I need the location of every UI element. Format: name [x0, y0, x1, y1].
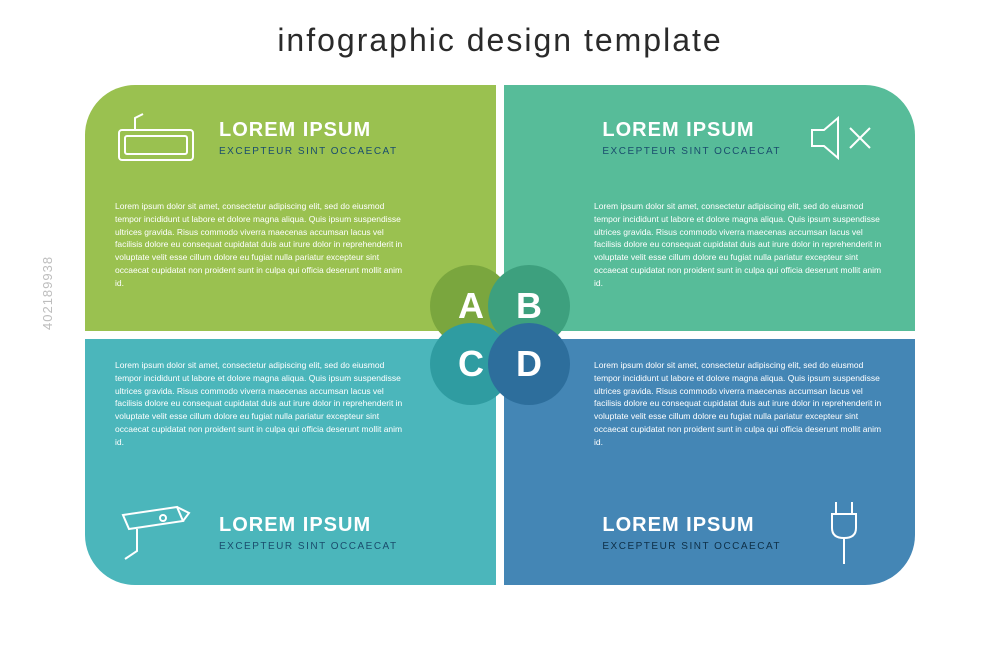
panel-a-header: LOREM IPSUM EXCEPTEUR SINT OCCAECAT — [85, 85, 496, 190]
panel-c-heading: LOREM IPSUM — [219, 514, 398, 537]
panel-c-header: LOREM IPSUM EXCEPTEUR SINT OCCAECAT — [85, 480, 496, 585]
panel-c-body: Lorem ipsum dolor sit amet, consectetur … — [115, 359, 406, 448]
panel-d-badge: D — [488, 323, 570, 405]
panel-b-body: Lorem ipsum dolor sit amet, consectetur … — [594, 200, 885, 289]
panel-d-text: LOREM IPSUM EXCEPTEUR SINT OCCAECAT — [602, 514, 781, 552]
panel-c-subheading: EXCEPTEUR SINT OCCAECAT — [219, 541, 398, 552]
panel-c-text: LOREM IPSUM EXCEPTEUR SINT OCCAECAT — [219, 514, 398, 552]
panel-a-text: LOREM IPSUM EXCEPTEUR SINT OCCAECAT — [219, 119, 398, 157]
cctv-icon — [115, 498, 197, 568]
panel-c: Lorem ipsum dolor sit amet, consectetur … — [85, 339, 496, 585]
panel-d: Lorem ipsum dolor sit amet, consectetur … — [504, 339, 915, 585]
panel-b: LOREM IPSUM EXCEPTEUR SINT OCCAECAT Lore… — [504, 85, 915, 331]
panel-a: LOREM IPSUM EXCEPTEUR SINT OCCAECAT Lore… — [85, 85, 496, 331]
panel-d-subheading: EXCEPTEUR SINT OCCAECAT — [602, 541, 781, 552]
keyboard-icon — [115, 103, 197, 173]
panel-d-heading: LOREM IPSUM — [602, 514, 781, 537]
panel-d-body: Lorem ipsum dolor sit amet, consectetur … — [594, 359, 885, 448]
panel-d-header: LOREM IPSUM EXCEPTEUR SINT OCCAECAT — [504, 480, 915, 585]
mute-icon — [803, 103, 885, 173]
infographic-grid: LOREM IPSUM EXCEPTEUR SINT OCCAECAT Lore… — [85, 85, 915, 585]
panel-b-header: LOREM IPSUM EXCEPTEUR SINT OCCAECAT — [504, 85, 915, 190]
page-title: infographic design template — [0, 22, 1000, 59]
panel-a-body: Lorem ipsum dolor sit amet, consectetur … — [115, 200, 406, 289]
plug-icon — [803, 498, 885, 568]
panel-a-heading: LOREM IPSUM — [219, 119, 398, 142]
panel-a-subheading: EXCEPTEUR SINT OCCAECAT — [219, 146, 398, 157]
watermark-id: 402189938 — [40, 256, 55, 330]
panel-b-subheading: EXCEPTEUR SINT OCCAECAT — [602, 146, 781, 157]
panel-b-heading: LOREM IPSUM — [602, 119, 781, 142]
panel-b-text: LOREM IPSUM EXCEPTEUR SINT OCCAECAT — [602, 119, 781, 157]
